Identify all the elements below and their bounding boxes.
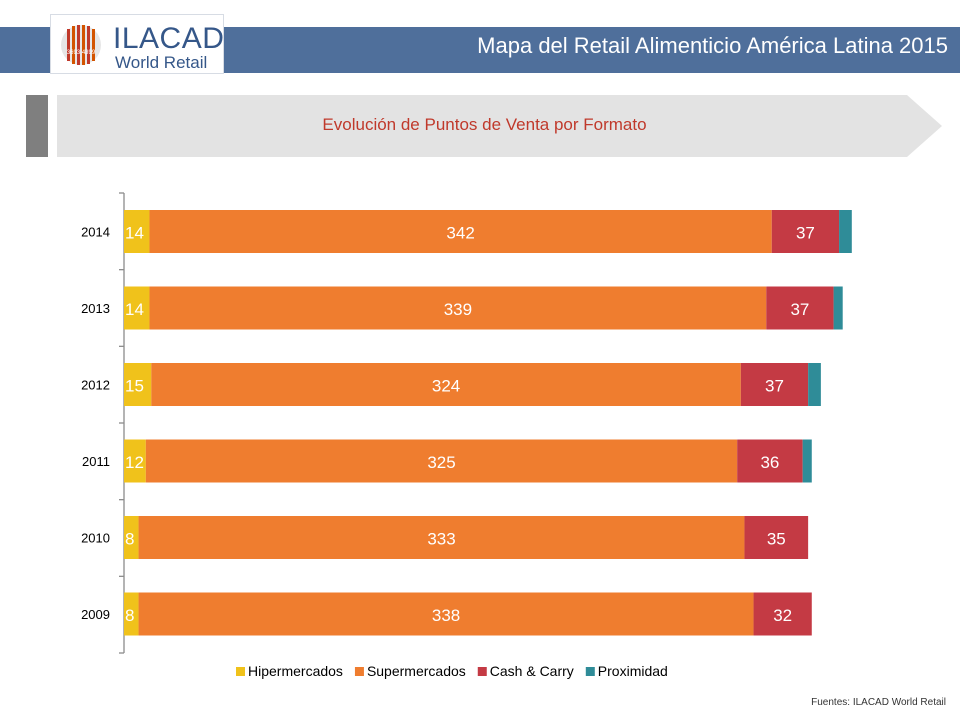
- data-label: 7: [853, 224, 862, 243]
- header-title: Mapa del Retail Alimenticio América Lati…: [477, 33, 948, 58]
- bar-segment: [124, 516, 139, 559]
- data-label: 37: [790, 300, 809, 319]
- bar-segment: [124, 363, 152, 406]
- data-label: 12: [125, 453, 144, 472]
- bar-segment: [138, 516, 745, 559]
- bar-segment: [737, 439, 803, 483]
- bar-segment: [802, 439, 812, 483]
- data-label: 5: [813, 453, 822, 472]
- legend-label: Supermercados: [367, 663, 466, 679]
- data-label: 339: [444, 300, 472, 319]
- bar-segment: [151, 363, 741, 406]
- legend-label: Cash & Carry: [490, 663, 574, 679]
- data-label: 36: [760, 453, 779, 472]
- ilacad-logo: 3693 4399 ILACAD World Retail: [50, 14, 224, 74]
- data-label: 14: [125, 224, 144, 243]
- legend-label: Hipermercados: [248, 663, 343, 679]
- bar-segment: [744, 516, 809, 559]
- data-label: 338: [432, 606, 460, 625]
- category-label: 2012: [81, 378, 110, 393]
- data-label: 14: [125, 300, 144, 319]
- category-label: 2009: [81, 607, 110, 622]
- bar-segment: [149, 286, 767, 330]
- category-label: 2013: [81, 301, 110, 316]
- bar-segment: [839, 210, 852, 253]
- legend-swatch: [477, 667, 487, 676]
- bar-segment: [138, 592, 754, 636]
- banner-arrow: [57, 95, 942, 157]
- data-label: 15: [125, 377, 144, 396]
- data-label: 7: [822, 377, 831, 396]
- legend-swatch: [585, 667, 595, 676]
- bar-segment: [149, 210, 772, 253]
- banner-accent: [26, 95, 48, 157]
- bar-segment: [145, 439, 738, 483]
- bar-segment: [753, 592, 812, 636]
- bar-segment: [771, 210, 840, 253]
- legend-swatch: [236, 667, 245, 676]
- source-note: Fuentes: ILACAD World Retail: [811, 697, 946, 708]
- data-label: 8: [125, 530, 134, 549]
- data-label: 342: [446, 224, 474, 243]
- data-label: 37: [765, 377, 784, 396]
- bar-segment: [124, 210, 150, 253]
- logo-subtitle: World Retail: [115, 53, 208, 72]
- ilacad-globe-icon: 3693 4399: [61, 25, 101, 65]
- data-label: 325: [427, 453, 455, 472]
- bar-segment: [124, 592, 139, 636]
- data-label: 333: [427, 530, 455, 549]
- bar-segment: [124, 286, 150, 330]
- category-label: 2014: [81, 225, 110, 240]
- data-label: 324: [432, 377, 460, 396]
- data-label: 5: [844, 300, 853, 319]
- category-label: 2010: [81, 531, 110, 546]
- data-label: 35: [767, 530, 786, 549]
- logo-name: ILACAD: [113, 22, 225, 55]
- legend-label: Proximidad: [598, 663, 668, 679]
- data-label: 8: [125, 606, 134, 625]
- logo-badge: 3693 4399: [67, 50, 96, 56]
- bar-segment: [740, 363, 809, 406]
- data-label: 37: [796, 224, 815, 243]
- data-label: 32: [773, 606, 792, 625]
- bar-segment: [766, 286, 834, 330]
- bar-segment: [808, 363, 821, 406]
- banner-title: Evolución de Puntos de Venta por Formato: [322, 115, 647, 134]
- category-label: 2011: [82, 454, 110, 469]
- bar-segment: [124, 439, 146, 483]
- legend-swatch: [354, 667, 364, 676]
- bar-segment: [833, 286, 843, 330]
